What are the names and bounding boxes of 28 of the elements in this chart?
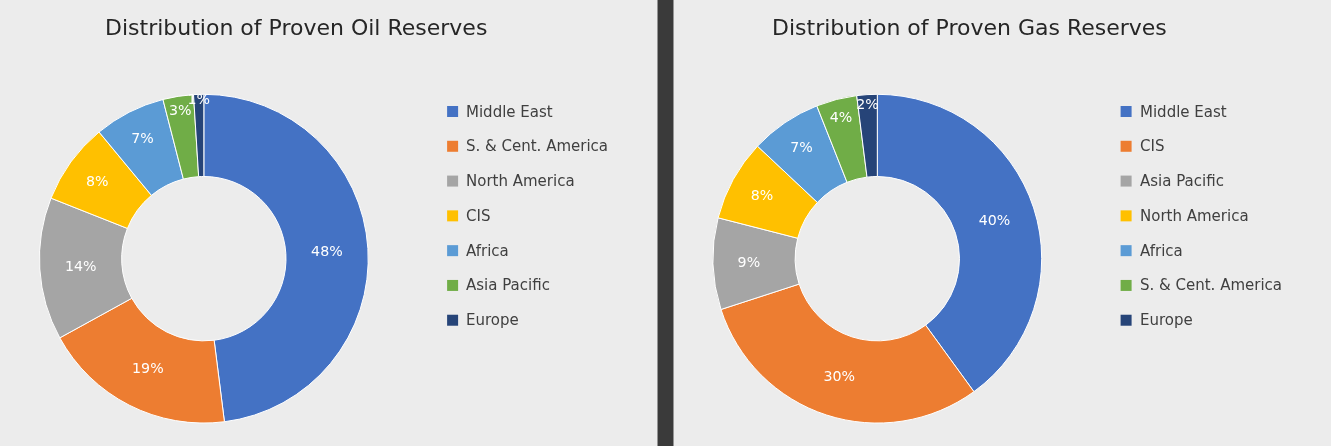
data-label: 7%: [790, 138, 813, 155]
legend-label: Africa: [466, 242, 509, 260]
legend-label: CIS: [466, 207, 491, 225]
legend-label: CIS: [1140, 137, 1165, 155]
data-label: 40%: [978, 212, 1011, 229]
chart-title: Distribution of Proven Gas Reserves: [772, 15, 1167, 40]
legend-label: S. & Cent. America: [1140, 276, 1283, 294]
chart-title: Distribution of Proven Oil Reserves: [105, 15, 488, 40]
data-label: 3%: [169, 102, 192, 119]
data-label: 9%: [737, 254, 761, 271]
legend-label: North America: [466, 172, 575, 190]
legend-label: Europe: [466, 311, 519, 329]
legend-label: Middle East: [1140, 103, 1227, 121]
legend-label: Europe: [1140, 311, 1193, 329]
data-label: 8%: [86, 173, 109, 190]
data-label: 19%: [132, 360, 164, 377]
data-label: 4%: [829, 108, 853, 125]
legend-label: S. & Cent. America: [466, 137, 609, 155]
data-label: 7%: [131, 130, 154, 147]
legend-label: Africa: [1140, 242, 1183, 260]
data-label: 48%: [311, 242, 343, 259]
legend-label: Middle East: [466, 103, 553, 121]
data-label: 8%: [750, 187, 774, 203]
legend-label: Asia Pacific: [1140, 172, 1224, 190]
data-label: 30%: [823, 367, 856, 384]
data-label: 14%: [65, 258, 97, 275]
legend-label: Asia Pacific: [466, 276, 550, 294]
legend-label: North America: [1140, 207, 1249, 225]
